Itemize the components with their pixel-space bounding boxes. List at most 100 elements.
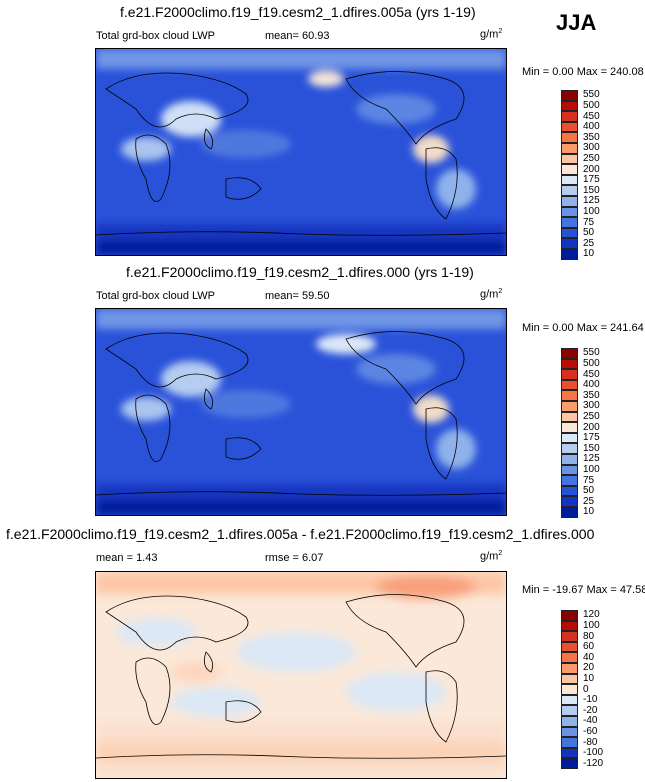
colorbar-tick-label: -40 — [583, 715, 598, 727]
panel3-rmse: rmse = 6.07 — [265, 552, 323, 564]
colorbar-tick-label: 80 — [583, 630, 595, 642]
panel2-mean-label: mean= — [265, 290, 299, 302]
panel3-colorbar: 120 100 80 60 40 20 10 0 -10 -20 -40 -60 -80 -100 -120 — [561, 609, 621, 769]
panel3-mean-value: 1.43 — [136, 552, 158, 564]
colorbar-cell — [561, 464, 578, 476]
colorbar-cell — [561, 485, 578, 497]
colorbar-cell — [561, 132, 578, 143]
colorbar-cell — [561, 411, 578, 423]
colorbar-tick-label: 10 — [583, 248, 595, 260]
colorbar-tick-label: 400 — [583, 121, 600, 133]
panel1-minmax: Min = 0.00 Max = 240.08 — [522, 66, 644, 78]
colorbar-tick-label: 550 — [583, 347, 600, 359]
season-label: JJA — [556, 10, 597, 35]
panel1-mean: mean= 60.93 — [265, 30, 330, 42]
colorbar-tick-label: 400 — [583, 379, 600, 391]
colorbar-cell — [561, 432, 578, 444]
colorbar-cell — [561, 663, 578, 674]
colorbar-tick-label: 50 — [583, 227, 595, 239]
colorbar-tick-label: 500 — [583, 99, 600, 111]
colorbar-cell — [561, 111, 578, 122]
colorbar-tick-label: 200 — [583, 163, 600, 175]
colorbar-cell — [561, 196, 578, 207]
colorbar-cell — [561, 390, 578, 401]
colorbar-tick-label: 50 — [583, 485, 595, 497]
panel1-units: g/m2 — [480, 28, 503, 41]
panel3-map — [95, 571, 507, 779]
colorbar-cell — [561, 217, 578, 228]
colorbar-cell — [561, 631, 578, 642]
colorbar-tick-label: 150 — [583, 184, 600, 196]
panel2-mean: mean= 59.50 — [265, 290, 330, 302]
colorbar-tick-label: 500 — [583, 357, 600, 369]
colorbar-tick-label: 300 — [583, 142, 600, 154]
colorbar-tick-label: 450 — [583, 110, 600, 122]
panel2-variable: Total grd-box cloud LWP — [96, 290, 216, 302]
colorbar-cell — [561, 726, 578, 738]
colorbar-cell — [561, 358, 578, 370]
colorbar-tick-label: 100 — [583, 619, 600, 631]
colorbar-tick-label: 350 — [583, 131, 600, 143]
colorbar-cell — [561, 369, 578, 380]
panel1-title: f.e21.F2000climo.f19_f19.cesm2_1.dfires.… — [120, 4, 476, 20]
panel3-rmse-value: 6.07 — [302, 552, 324, 564]
panel3-mean-label: mean = — [96, 552, 133, 564]
colorbar-cell — [561, 684, 578, 695]
colorbar-tick-label: 40 — [583, 651, 595, 663]
panel3-title: f.e21.F2000climo.f19_f19.cesm2_1.dfires.… — [6, 526, 595, 542]
colorbar-cell — [561, 673, 578, 685]
colorbar-cell — [561, 100, 578, 112]
colorbar-cell — [561, 249, 578, 260]
colorbar-tick-label: 125 — [583, 453, 600, 465]
colorbar-tick-label: 250 — [583, 410, 600, 422]
panel3-units: g/m2 — [480, 550, 503, 563]
colorbar-cell — [561, 694, 578, 706]
colorbar-tick-label: 10 — [583, 506, 595, 518]
colorbar-cell — [561, 705, 578, 716]
colorbar-tick-label: 350 — [583, 389, 600, 401]
colorbar-tick-label: 10 — [583, 672, 595, 684]
colorbar-tick-label: 25 — [583, 495, 595, 507]
colorbar-tick-label: 100 — [583, 463, 600, 475]
panel2-map — [95, 308, 507, 516]
colorbar-cell — [561, 185, 578, 196]
colorbar-cell — [561, 422, 578, 433]
colorbar-tick-label: 250 — [583, 152, 600, 164]
colorbar-tick-label: -60 — [583, 725, 598, 737]
colorbar-tick-label: 450 — [583, 368, 600, 380]
colorbar-cell — [561, 758, 578, 769]
colorbar-tick-label: -10 — [583, 694, 598, 706]
colorbar-cell — [561, 153, 578, 165]
colorbar-tick-label: -100 — [583, 747, 604, 759]
colorbar-tick-label: -20 — [583, 704, 598, 716]
colorbar-cell — [561, 641, 578, 653]
panel1-variable: Total grd-box cloud LWP — [96, 30, 216, 42]
colorbar-tick-label: 175 — [583, 432, 600, 444]
colorbar-cell — [561, 716, 578, 727]
panel1-map — [95, 48, 507, 256]
panel2-units: g/m2 — [480, 288, 503, 301]
colorbar-cell — [561, 90, 578, 101]
colorbar-tick-label: 20 — [583, 662, 595, 674]
colorbar-tick-label: 120 — [583, 609, 600, 621]
colorbar-cell — [561, 454, 578, 465]
colorbar-tick-label: 175 — [583, 174, 600, 186]
colorbar-cell — [561, 227, 578, 239]
panel2-colorbar: 550 500 450 400 350 300 250 200 175 150 125 100 75 50… — [561, 347, 621, 518]
panel2-minmax: Min = 0.00 Max = 241.64 — [522, 322, 644, 334]
colorbar-cell — [561, 475, 578, 486]
colorbar-cell — [561, 443, 578, 454]
colorbar-cell — [561, 401, 578, 412]
colorbar-tick-label: 75 — [583, 474, 595, 486]
colorbar-cell — [561, 507, 578, 518]
colorbar-cell — [561, 206, 578, 218]
colorbar-tick-label: 100 — [583, 205, 600, 217]
colorbar-cell — [561, 121, 578, 133]
colorbar-tick-label: 125 — [583, 195, 600, 207]
colorbar-tick-label: 200 — [583, 421, 600, 433]
colorbar-cell — [561, 610, 578, 621]
colorbar-cell — [561, 747, 578, 759]
colorbar-cell — [561, 143, 578, 154]
colorbar-tick-label: -120 — [583, 757, 604, 769]
colorbar-cell — [561, 174, 578, 186]
